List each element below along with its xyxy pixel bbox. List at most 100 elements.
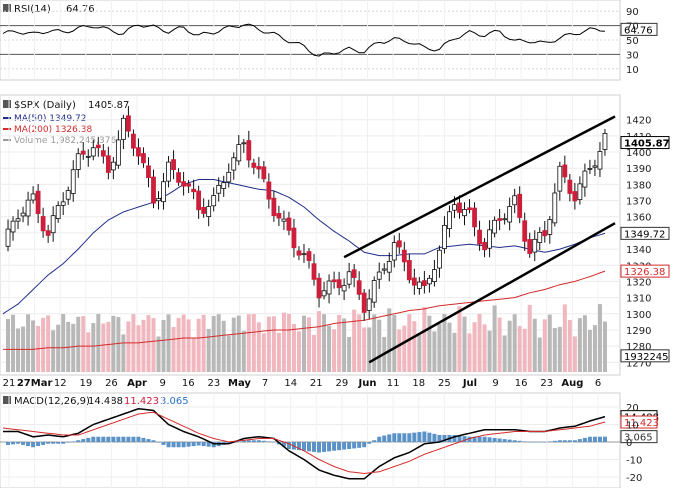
macd-histogram-bar [256,440,261,442]
macd-histogram-bar [562,440,567,442]
candle-body [291,227,297,249]
candle-body [110,161,116,171]
volume-bar [417,334,422,372]
macd-histogram-bar [472,436,477,442]
macd-histogram-bar [261,440,266,442]
candle-body [467,207,472,211]
macd-histogram-bar [467,436,472,442]
candle-body [311,263,317,280]
macd-tick-label: 0 [626,438,632,449]
price-tag [620,136,670,150]
price-tick-label: 1290 [626,326,651,337]
macd-histogram-bar [116,436,121,442]
candle-body [40,216,46,232]
candle-body [411,277,417,286]
volume-bar [367,327,372,372]
macd-histogram-bar [271,442,276,443]
candle-body [141,153,146,164]
volume-bar [16,328,21,372]
price-tag-label: 1405.87 [624,139,670,150]
macd-histogram-bar [191,442,196,447]
macd-histogram-bar [537,442,542,443]
candle-body [105,155,111,173]
macd-histogram-bar [141,437,146,442]
candle-body [136,147,141,157]
macd-histogram-bar [517,440,522,442]
macd-histogram-bar [171,442,176,448]
candle-body [562,164,568,178]
price-tag [620,264,670,278]
volume-bar [226,335,231,372]
candle-body [246,140,252,161]
legend-item: MA(50) 1349.72 [14,114,86,124]
volume-bar [221,320,226,372]
macd-histogram-bar [582,437,587,442]
macd-histogram-bar [11,442,16,445]
macd-histogram-bar [527,442,532,443]
volume-bar [146,315,151,372]
macd-histogram-bar [281,442,286,447]
macd-histogram-bar [296,442,301,451]
candle-body [281,218,287,222]
macd-histogram-bar [357,442,362,448]
macd-histogram-bar [567,440,572,442]
macd-histogram-bar [392,433,397,442]
macd-histogram-bar [201,442,206,447]
macd-histogram-bar [482,436,487,442]
candle-body [416,281,422,289]
volume-bar [211,316,216,372]
macd-histogram-bar [211,442,216,448]
x-tick-label: 16 [515,378,528,389]
macd-histogram-bar [407,433,412,442]
candle-body [191,188,197,193]
macd-histogram-bar [347,442,352,449]
candle-body [126,115,131,132]
price-tick-label: 1300 [626,310,651,321]
macd-histogram-bar [522,441,527,442]
volume-bar [512,314,517,372]
volume-bar [462,316,467,372]
volume-bar [101,323,106,372]
volume-bar [387,308,392,372]
macd-histogram-bar [226,442,231,444]
volume-bar [41,317,46,372]
macd-histogram-bar [176,442,181,448]
volume-bar [397,329,402,372]
macd-tag [620,415,658,429]
volume-bar [106,321,111,372]
legend-item: MA(200) 1326.38 [14,125,92,135]
x-tick-label: 12 [54,378,67,389]
macd-histogram-bar [76,440,81,442]
volume-bar [422,307,427,372]
candle-body [196,190,202,211]
macd-tick-label: 20 [626,403,639,414]
volume-bar [412,321,417,372]
macd-histogram-bar [327,442,332,452]
macd-histogram-bar [26,442,31,447]
price-tick-label: 1340 [626,245,651,256]
candle-body [366,298,372,311]
candle-body [432,269,437,282]
macd-histogram-bar [61,442,66,444]
volume-bar [542,319,547,372]
x-tick-label: Apr [127,378,147,389]
volume-bar [562,304,567,372]
macd-histogram-bar [31,442,36,448]
candle-body [341,285,347,292]
macd-v3: 3.065 [160,396,189,407]
volume-bar [116,317,121,372]
macd-v1: 14.488 [88,396,123,407]
volume-bar [342,318,347,372]
candle-body [186,183,192,187]
volume-bar [296,331,301,372]
candle-body [572,191,578,202]
candle-body [401,249,407,263]
x-tick-label: 14 [284,378,297,389]
rsi-header: RSI(14) 64.76 [3,4,95,15]
rsi-tick-label: 50 [626,36,639,47]
volume-bar [457,306,462,372]
volume-bar [26,314,31,372]
rsi-tick-label: 90 [626,7,639,18]
volume-bar [582,315,587,372]
